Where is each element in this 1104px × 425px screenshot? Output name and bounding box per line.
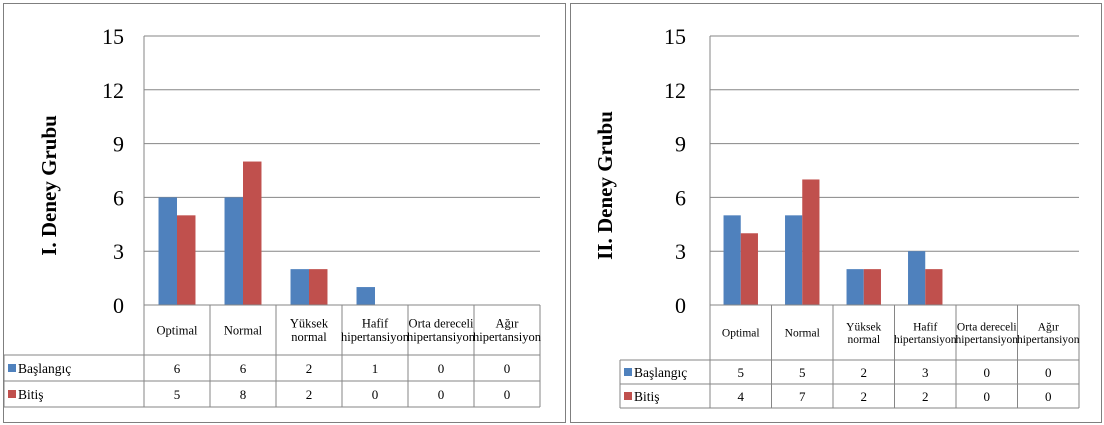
table-value: 2: [861, 389, 868, 404]
y-tick-label: 15: [664, 24, 686, 49]
category-label: Orta dereceli hipertansiyon: [407, 317, 476, 345]
table-value: 0: [504, 387, 511, 402]
category-label: Ağır hipertansiyon: [473, 317, 542, 345]
table-value: 0: [1045, 365, 1052, 380]
category-label: Hafif hipertansiyon: [341, 317, 410, 345]
y-axis-label: II. Deney Grubu: [593, 111, 617, 260]
table-value: 0: [372, 387, 379, 402]
y-tick-label: 9: [675, 132, 686, 157]
table-value: 5: [738, 365, 745, 380]
table-value: 3: [922, 365, 929, 380]
bar-bitis: [243, 161, 262, 305]
legend-label-bitis: Bitiş: [634, 389, 660, 404]
y-tick-label: 0: [113, 293, 124, 318]
legend-label-baslangic: Başlangıç: [18, 361, 71, 376]
y-tick-label: 3: [675, 239, 686, 264]
y-tick-label: 6: [113, 185, 124, 210]
table-value: 2: [922, 389, 929, 404]
bar-bitis: [309, 269, 328, 305]
y-tick-label: 3: [113, 239, 124, 264]
bar-bitis: [802, 179, 820, 305]
table-value: 5: [799, 365, 806, 380]
bar-baslangic: [723, 215, 741, 305]
bar-chart-2: 0 3 6 9 12 15 II. Deney Grubu Optimal Normal Yüks…: [593, 24, 1080, 409]
table-value: 0: [438, 361, 445, 376]
table-value: 0: [1045, 389, 1052, 404]
table-value: 8: [240, 387, 247, 402]
table-value: 1: [372, 361, 379, 376]
y-axis-label: I. Deney Grubu: [37, 115, 61, 256]
legend-key-bitis: [8, 390, 16, 398]
y-tick-label: 12: [664, 78, 686, 103]
table-value: 2: [306, 361, 313, 376]
bar-baslangic: [224, 197, 243, 305]
bar-bitis: [925, 269, 943, 305]
table-value: 0: [984, 389, 991, 404]
table-value: 7: [799, 389, 806, 404]
bar-bitis: [863, 269, 881, 305]
table-value: 6: [174, 361, 181, 376]
table-value: 4: [738, 389, 745, 404]
category-label: Optimal: [157, 323, 198, 337]
y-tick-label: 15: [102, 24, 124, 49]
table-value: 0: [984, 365, 991, 380]
bar-baslangic: [356, 287, 375, 305]
category-label: Ağır hipertansiyon: [1017, 321, 1080, 346]
category-label: Yüksek normal: [846, 321, 881, 346]
y-tick-label: 0: [675, 293, 686, 318]
category-label: Normal: [224, 323, 263, 337]
panel-divider: [566, 0, 570, 425]
category-label: Hafif hipertansiyon: [894, 321, 957, 346]
table-value: 5: [174, 387, 181, 402]
table-value: 0: [504, 361, 511, 376]
legend-key-baslangic: [624, 368, 632, 376]
legend-label-bitis: Bitiş: [18, 387, 44, 402]
category-label: Yüksek normal: [290, 317, 329, 345]
bar-bitis: [177, 215, 196, 305]
bar-baslangic: [908, 251, 926, 305]
y-tick-label: 6: [675, 185, 686, 210]
chart-panel-1: 0 3 6 9 12 15 I. Deney Grubu Optimal Normal Yükse…: [3, 3, 566, 423]
y-tick-label: 9: [113, 132, 124, 157]
bar-baslangic: [158, 197, 177, 305]
legend-label-baslangic: Başlangıç: [634, 365, 687, 380]
category-label: Orta dereceli hipertansiyon: [955, 321, 1018, 346]
y-tick-label: 12: [102, 78, 124, 103]
table-value: 6: [240, 361, 247, 376]
table-value: 0: [438, 387, 445, 402]
category-label: Normal: [785, 328, 820, 340]
bar-baslangic: [290, 269, 309, 305]
chart-panel-2: 0 3 6 9 12 15 II. Deney Grubu Optimal Normal Yüks…: [570, 3, 1102, 423]
table-value: 2: [306, 387, 313, 402]
category-label: Optimal: [722, 328, 760, 340]
table-value: 2: [861, 365, 868, 380]
bar-baslangic: [846, 269, 864, 305]
bar-bitis: [740, 233, 758, 305]
legend-key-baslangic: [8, 364, 16, 372]
bar-baslangic: [785, 215, 803, 305]
legend-key-bitis: [624, 392, 632, 400]
